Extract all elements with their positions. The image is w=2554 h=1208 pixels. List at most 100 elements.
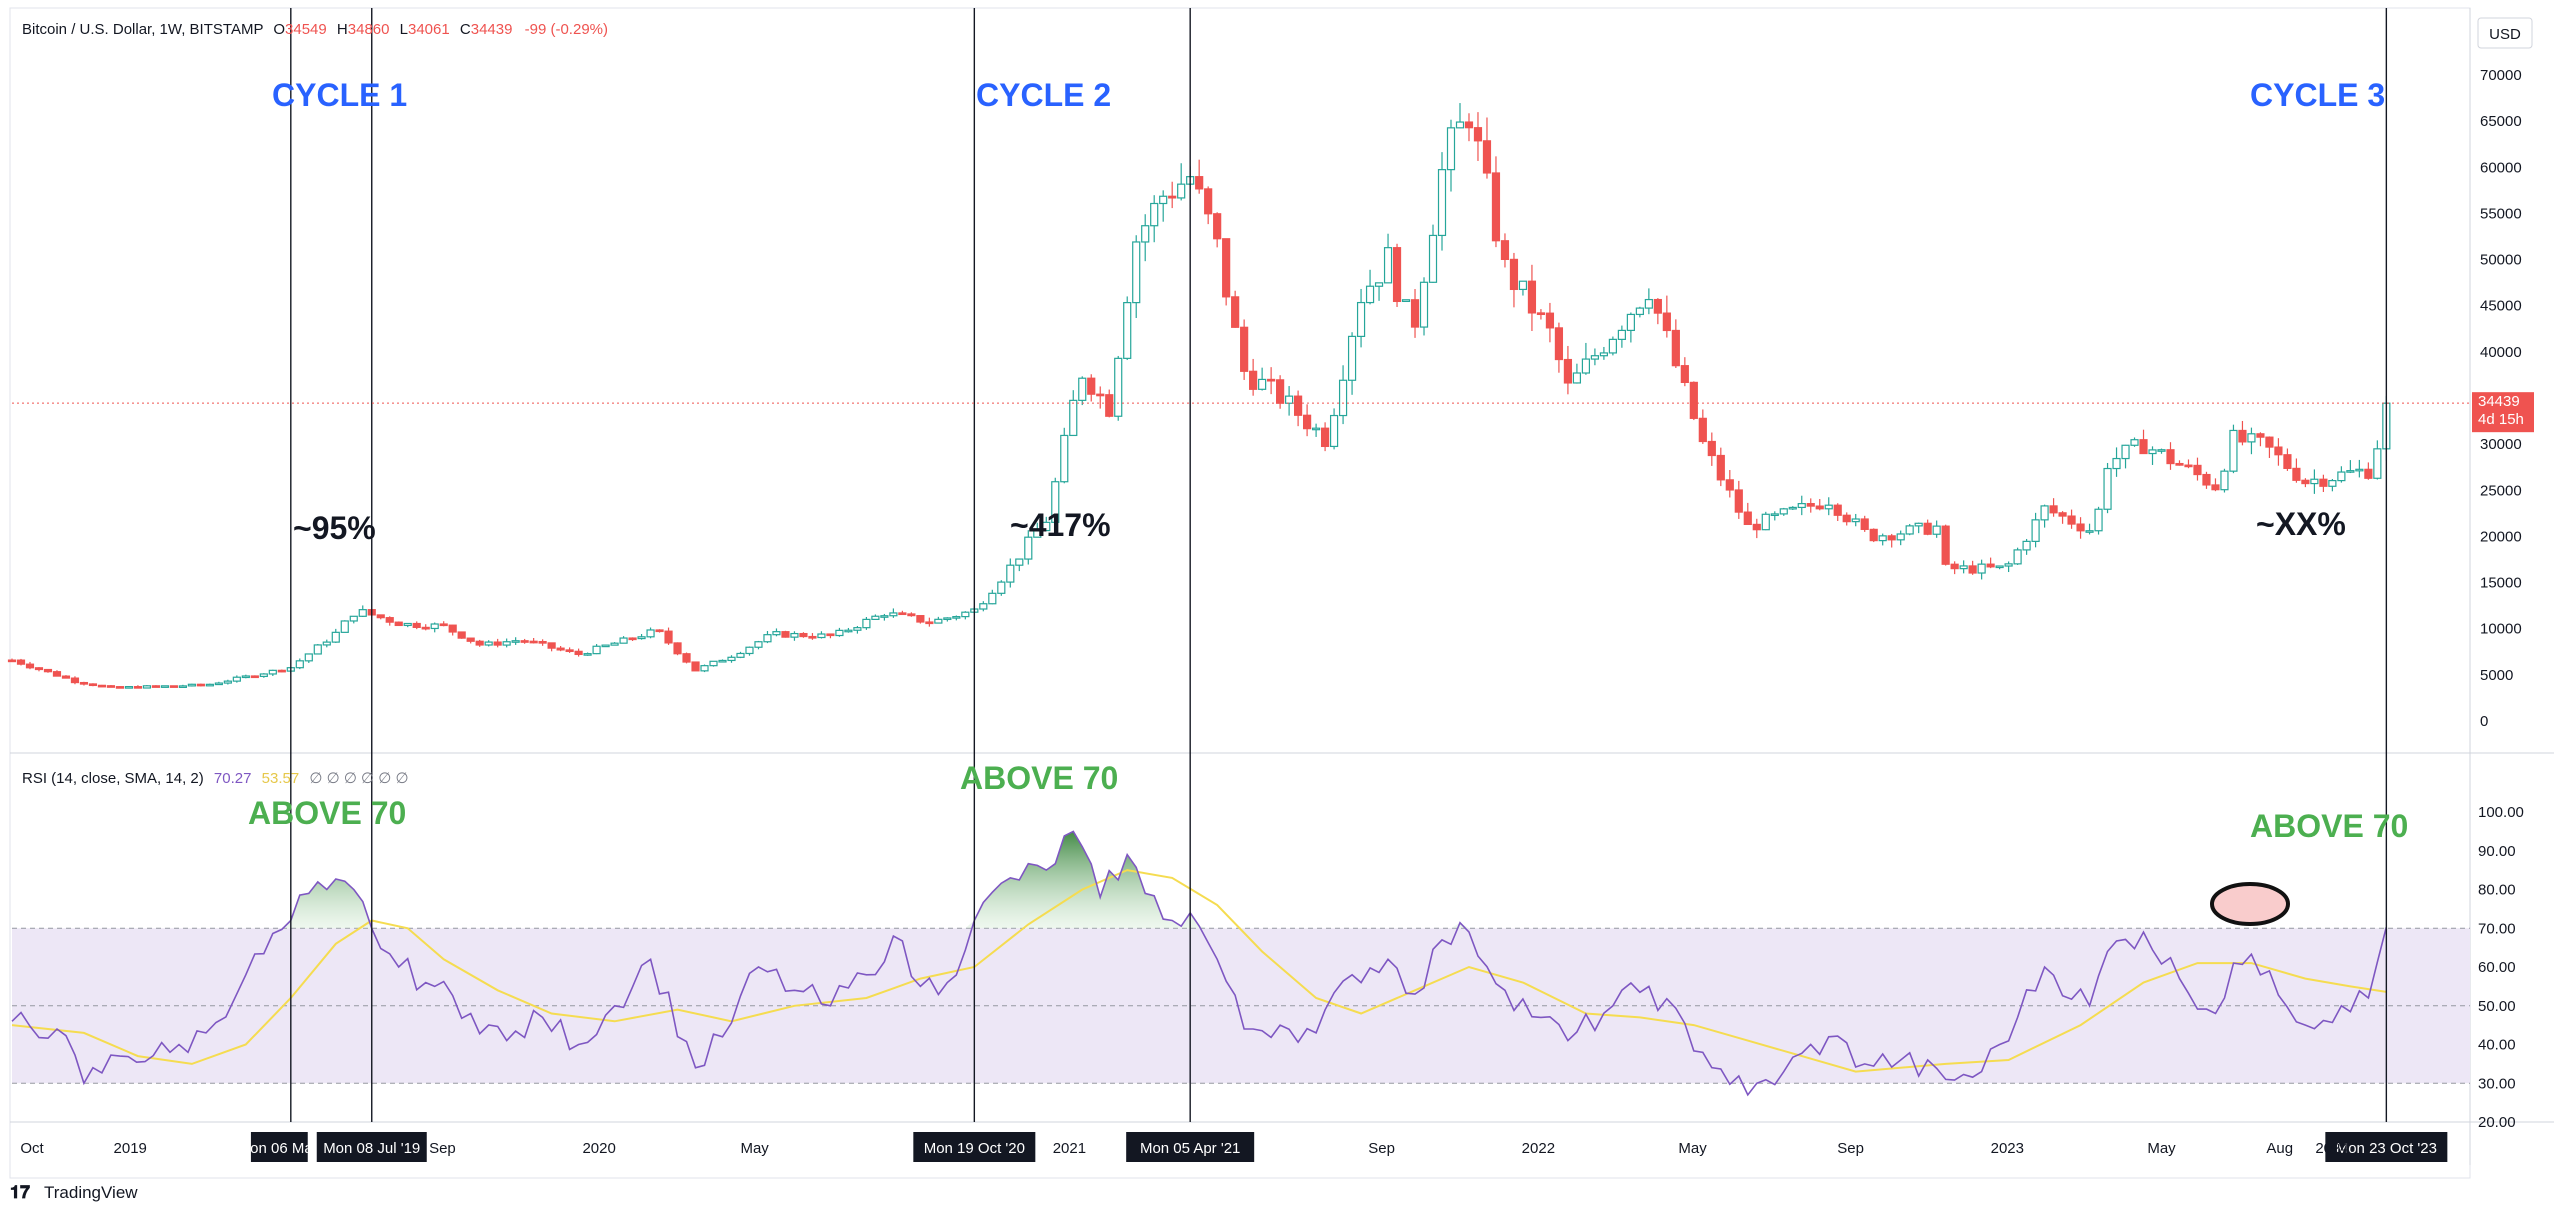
- candle: [790, 631, 799, 641]
- candle: [1680, 357, 1689, 387]
- last-price-tag: 34439 4d 15h: [2472, 392, 2534, 433]
- candle: [673, 642, 682, 656]
- candle: [1887, 533, 1896, 548]
- candle: [1923, 519, 1932, 536]
- candle: [1698, 409, 1707, 444]
- candle: [2076, 517, 2085, 539]
- time-tick-label: Oct: [20, 1140, 44, 1157]
- candle: [1752, 518, 1761, 539]
- candle: [1132, 235, 1141, 318]
- candle: [331, 628, 340, 643]
- candle: [457, 631, 466, 639]
- symbol-legend: Bitcoin / U.S. Dollar, 1W, BITSTAMP O345…: [22, 21, 608, 38]
- price-tick-label: 30000: [2480, 436, 2522, 453]
- candle: [1653, 298, 1662, 325]
- candle: [979, 601, 988, 612]
- candle: [250, 675, 259, 679]
- candle: [628, 637, 637, 641]
- candle: [574, 648, 583, 657]
- candle: [2130, 437, 2139, 447]
- candle: [1788, 506, 1797, 510]
- time-tick-label: Sep: [1837, 1140, 1864, 1157]
- candle: [313, 644, 322, 655]
- date-marker-tag: Mon 19 Oct '20: [913, 1132, 1036, 1162]
- candle: [2094, 506, 2103, 535]
- candle: [1959, 560, 1968, 574]
- high-label: H: [337, 21, 348, 38]
- candle: [2004, 561, 2013, 573]
- gain-cycle-1: ~95%: [293, 510, 376, 546]
- candle: [862, 616, 871, 630]
- close-value: 34439: [471, 21, 513, 38]
- candle: [691, 661, 700, 672]
- candle: [1249, 358, 1258, 396]
- candle: [592, 644, 601, 655]
- time-tick-label: 2019: [114, 1140, 147, 1157]
- candle: [1743, 502, 1752, 526]
- candle: [1302, 404, 1312, 437]
- date-marker-tag: Mon 23 Oct '23: [2325, 1132, 2448, 1162]
- candle: [637, 634, 646, 640]
- candle: [1563, 345, 1573, 395]
- candle: [1491, 156, 1501, 248]
- price-tick-label: 70000: [2480, 67, 2522, 84]
- price-tick-label: 55000: [2480, 205, 2522, 222]
- candle: [2022, 538, 2031, 555]
- candle: [448, 624, 457, 636]
- candle: [2067, 509, 2076, 529]
- price-tick-label: 40000: [2480, 344, 2522, 361]
- candle: [1671, 319, 1680, 369]
- candle: [754, 640, 763, 650]
- rsi-sma-line: [11, 869, 2387, 1073]
- candle: [556, 646, 565, 652]
- candle: [2229, 424, 2238, 474]
- rsi-legend-value: 70.27: [214, 770, 252, 787]
- open-value: 34549: [285, 21, 327, 38]
- candle: [196, 683, 205, 687]
- date-marker-tag: Mon 06 May '19: [250, 1132, 308, 1162]
- rsi-legend-title: RSI (14, close, SMA, 14, 2): [22, 770, 204, 787]
- candle: [43, 668, 53, 673]
- candle: [610, 642, 619, 646]
- candle: [79, 681, 89, 686]
- candle: [898, 610, 907, 616]
- candle: [1896, 530, 1905, 546]
- candle: [1347, 332, 1357, 395]
- candle: [844, 627, 853, 633]
- candle: [1869, 528, 1878, 543]
- price-tick-label: 5000: [2480, 667, 2513, 684]
- candle: [2193, 457, 2202, 481]
- candle: [1968, 560, 1977, 575]
- candle: [1069, 390, 1078, 437]
- candle: [934, 616, 943, 624]
- candle: [7, 658, 17, 663]
- above-70-cycle-2: ABOVE 70: [960, 760, 1118, 796]
- candle: [16, 658, 26, 666]
- currency-button[interactable]: USD: [2477, 17, 2533, 49]
- rsi-overbought-fill: [12, 831, 2387, 929]
- candle: [511, 637, 520, 645]
- candle: [2220, 468, 2229, 493]
- candle: [853, 626, 862, 634]
- candle: [2310, 469, 2319, 494]
- candle: [322, 639, 331, 648]
- candle: [475, 639, 484, 647]
- candle: [421, 624, 430, 631]
- candle: [1042, 516, 1051, 532]
- candle: [871, 614, 880, 621]
- candle: [1195, 159, 1204, 194]
- candle: [1392, 243, 1402, 307]
- candle: [1995, 565, 2004, 570]
- candle: [214, 681, 223, 686]
- candle: [1500, 233, 1510, 268]
- date-marker-label: Mon 23 Oct '23: [2336, 1140, 2437, 1157]
- candle: [1806, 498, 1815, 513]
- candle: [547, 642, 556, 652]
- candle: [601, 644, 610, 648]
- candle: [2274, 438, 2283, 466]
- candle: [1842, 512, 1851, 526]
- candle: [1860, 515, 1869, 532]
- candle: [1824, 497, 1833, 516]
- rsi-tick-label: 30.00: [2478, 1075, 2516, 1092]
- tradingview-logo[interactable]: 𝟏𝟕 TradingView: [10, 1182, 138, 1202]
